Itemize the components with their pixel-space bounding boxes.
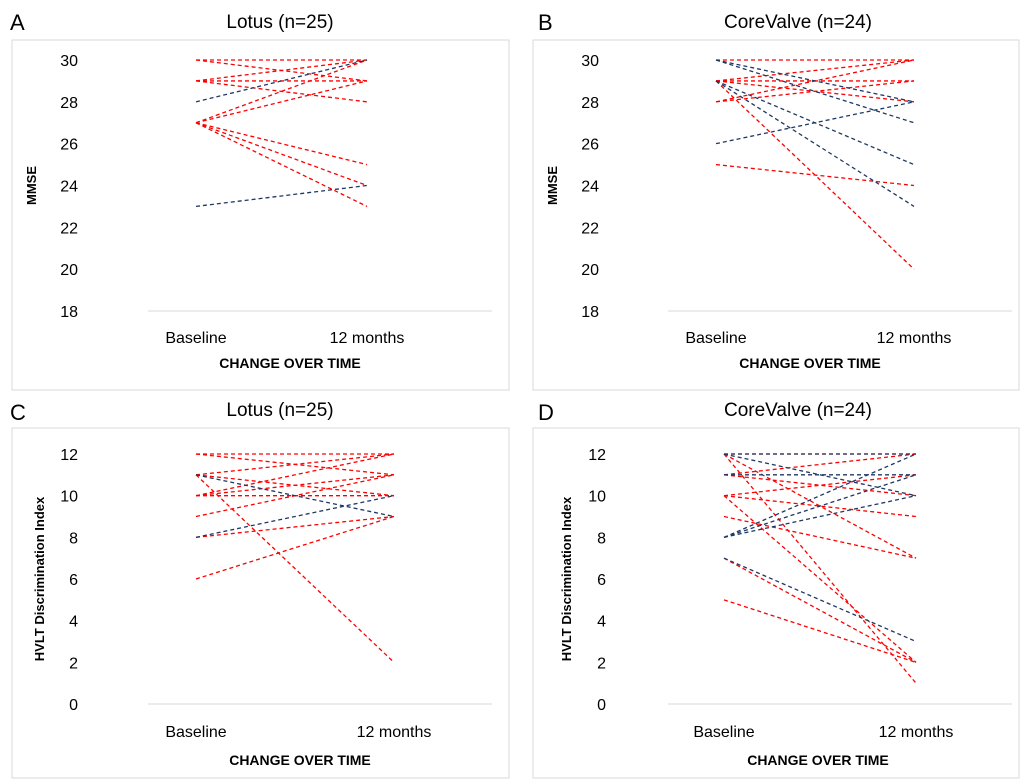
panel-d-y-tick-label: 4	[597, 614, 606, 631]
panel-d-series-line	[723, 495, 917, 663]
panel-b-x-axis-title: CHANGE OVER TIME	[739, 355, 881, 371]
panel-c-letter: C	[10, 400, 26, 425]
panel-b-y-tick-label: 20	[581, 262, 599, 279]
panel-b-series-line	[715, 163, 915, 187]
panel-b-series-line	[715, 59, 915, 103]
panel-c-y-tick-label: 6	[69, 572, 78, 589]
panel-b-y-tick-label: 24	[581, 179, 599, 196]
panel-d-series-line	[723, 453, 917, 559]
panel-d-x-tick-label-12-months: 12 months	[879, 724, 954, 741]
panel-c-series-line	[195, 495, 395, 538]
panel-b-series-line	[715, 101, 915, 145]
panel-b-y-tick-label: 18	[581, 304, 599, 321]
panel-a-y-tick-label: 18	[60, 304, 78, 321]
panel-d-x-axis-title: CHANGE OVER TIME	[747, 752, 889, 768]
panel-c-y-tick-label: 8	[69, 530, 78, 547]
panel-a-y-tick-label: 22	[60, 220, 78, 237]
panel-a-y-tick-label: 20	[60, 262, 78, 279]
panel-c-series-line	[195, 453, 395, 497]
panel-a-title: Lotus (n=25)	[226, 12, 333, 33]
panel-d-y-tick-label: 8	[597, 530, 606, 547]
panel-d-series-line	[723, 515, 917, 559]
panel-d-series-line	[723, 495, 917, 538]
panel-d-title: CoreValve (n=24)	[724, 400, 872, 421]
panel-a-y-tick-label: 24	[60, 179, 78, 196]
panel-b-series-line	[715, 80, 915, 103]
panel-d-series-line	[723, 453, 917, 684]
panel-a-y-axis-title: MMSE	[24, 166, 39, 205]
panel-d-y-tick-label: 0	[597, 697, 606, 714]
panel-c-frame	[11, 427, 510, 779]
panel-c-y-axis-title: HVLT Discrimination Index	[32, 496, 47, 661]
panel-d-frame	[532, 427, 1020, 779]
panel-c-x-tick-label-baseline: Baseline	[165, 724, 226, 741]
panel-c-x-tick-label-12-months: 12 months	[357, 724, 432, 741]
panel-d-y-tick-label: 2	[597, 655, 606, 672]
panel-a-series-line	[195, 59, 368, 103]
panel-a-series-line	[195, 59, 368, 82]
panel-c-y-tick-label: 2	[69, 655, 78, 672]
panel-a-series-line	[195, 122, 368, 187]
panel-d-series-line	[723, 599, 917, 663]
panel-c-series-line	[195, 474, 395, 518]
panel-a-series-line	[195, 59, 368, 124]
panel-a-y-tick-label: 26	[60, 137, 78, 154]
panel-c-series-line	[195, 453, 395, 476]
panel-a-frame	[11, 39, 510, 391]
panel-a-x-tick-label-baseline: Baseline	[165, 330, 226, 347]
panel-b-series-line	[715, 59, 915, 82]
panel-c-y-tick-label: 0	[69, 697, 78, 714]
panel-b-x-tick-label-baseline: Baseline	[685, 330, 746, 347]
panel-a-letter: A	[10, 10, 25, 35]
panel-a-series-line	[195, 184, 368, 208]
panel-a-series-line	[195, 122, 368, 208]
panel-c-y-tick-label: 4	[69, 614, 78, 631]
panel-b-y-tick-label: 28	[581, 95, 599, 112]
panel-c-series-line	[195, 474, 395, 497]
panel-a-y-tick-label: 30	[60, 53, 78, 70]
panel-b-frame	[532, 39, 1020, 391]
panel-d-y-axis-title: HVLT Discrimination Index	[559, 496, 574, 661]
panel-d-series-line	[723, 453, 917, 497]
panel-b-y-tick-label: 22	[581, 220, 599, 237]
panel-d-series-line	[723, 557, 917, 663]
panel-a-series-line	[195, 122, 368, 166]
panel-b-y-tick-label: 30	[581, 53, 599, 70]
panel-a-x-tick-label-12-months: 12 months	[330, 330, 405, 347]
panel-c-title: Lotus (n=25)	[226, 400, 333, 421]
panel-a-x-axis-title: CHANGE OVER TIME	[219, 355, 361, 371]
panel-d-y-tick-label: 6	[597, 572, 606, 589]
panel-c-y-tick-label: 10	[60, 489, 78, 506]
panel-c-series-line	[195, 474, 395, 663]
panel-b-title: CoreValve (n=24)	[724, 12, 872, 33]
panel-d-letter: D	[538, 400, 554, 425]
panel-d-series-line	[723, 474, 917, 538]
panel-d-y-tick-label: 10	[588, 489, 606, 506]
panel-b-x-tick-label-12-months: 12 months	[877, 330, 952, 347]
panel-d-y-tick-label: 12	[588, 447, 606, 464]
panel-b-y-tick-label: 26	[581, 137, 599, 154]
panel-b-letter: B	[538, 10, 553, 35]
panel-a-y-tick-label: 28	[60, 95, 78, 112]
panel-d-x-tick-label-baseline: Baseline	[693, 724, 754, 741]
panel-a-series-line	[195, 80, 368, 124]
panel-b-y-axis-title: MMSE	[545, 166, 560, 205]
panel-c-x-axis-title: CHANGE OVER TIME	[229, 752, 371, 768]
panel-c-series-line	[195, 515, 395, 538]
panel-c-y-tick-label: 12	[60, 447, 78, 464]
